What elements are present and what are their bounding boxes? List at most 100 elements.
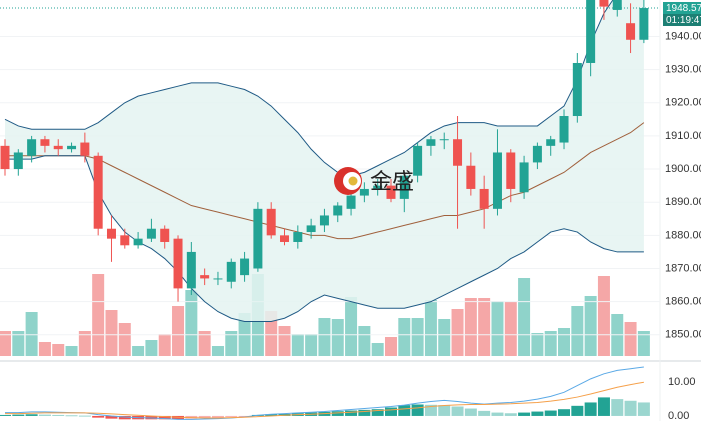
candle-body: [13, 152, 23, 170]
macd-bar: [0, 414, 11, 416]
candle-body: [80, 142, 90, 156]
volume-bar: [438, 319, 451, 356]
watermark: 金盛: [370, 169, 414, 194]
logo: 金盛: [334, 167, 414, 195]
macd-bar: [411, 404, 424, 416]
volume-bar: [345, 297, 358, 356]
macd-bar: [398, 405, 411, 416]
volume-bar: [105, 310, 118, 356]
candle-body: [27, 139, 37, 156]
volume-bar: [478, 298, 491, 356]
candle-body: [479, 188, 489, 209]
volume-bar: [278, 326, 291, 356]
y-tick-label: 1880.00: [665, 229, 701, 241]
macd-bar: [25, 414, 38, 416]
candle-body: [373, 185, 383, 189]
candle-body: [346, 195, 356, 209]
candle-body: [532, 145, 542, 163]
candle-body: [240, 258, 250, 276]
volume-bar: [172, 306, 185, 356]
candle-body: [559, 116, 569, 143]
candle-body: [40, 139, 50, 146]
candle-body: [626, 23, 636, 40]
band-line: [5, 122, 645, 240]
macd-bar: [65, 415, 78, 417]
volume-bar: [624, 322, 637, 356]
candle-body: [133, 238, 143, 246]
candle-body: [160, 228, 170, 242]
volume-bar: [118, 323, 131, 356]
macd-bar: [105, 415, 118, 419]
macd-bar: [158, 415, 171, 420]
candle-body: [319, 215, 329, 226]
macd-bar: [78, 415, 91, 417]
candle-body: [359, 188, 369, 196]
macd-bar: [624, 400, 637, 416]
candle-body: [146, 228, 156, 239]
y-tick-label: 1940.00: [665, 30, 701, 42]
candle-body: [386, 185, 396, 199]
macd-bar: [531, 411, 544, 416]
macd-bar: [265, 414, 278, 416]
volume-bar: [597, 276, 610, 356]
macd-bar: [558, 409, 571, 416]
candle-body: [586, 0, 596, 63]
volume-bar: [518, 278, 531, 356]
macd-bar: [38, 414, 51, 416]
y-tick-label: 1930.00: [665, 64, 701, 76]
volume-bar: [65, 346, 78, 356]
macd-bar: [478, 410, 491, 416]
volume-bar: [531, 333, 544, 356]
candle-body: [106, 228, 116, 239]
candle-body: [67, 145, 77, 150]
candle-body: [612, 0, 622, 10]
macd-bar: [491, 412, 504, 416]
macd-bar: [211, 415, 224, 418]
price-tag-label: 1948.57: [666, 3, 701, 14]
candle-body: [426, 139, 436, 146]
y-tick-label: 1910.00: [665, 130, 701, 142]
volume-bar: [291, 334, 304, 356]
volume-bar: [198, 331, 211, 356]
macd-bar: [571, 405, 584, 416]
volume-bar: [637, 331, 650, 356]
macd-bar: [424, 404, 437, 416]
volume-bar: [491, 301, 504, 356]
volume-bar: [185, 290, 198, 356]
volume-bar: [38, 342, 51, 356]
volume-bar: [331, 319, 344, 356]
volume-bar: [92, 274, 105, 356]
volume-bar: [398, 318, 411, 356]
macd-bar: [464, 408, 477, 416]
candle-body: [186, 251, 196, 289]
candle-body: [293, 232, 303, 242]
macd-bar: [504, 413, 517, 416]
volume-bar: [225, 331, 238, 356]
candle-body: [453, 139, 463, 166]
band-line: [4, 0, 614, 177]
candle-body: [266, 208, 276, 236]
candle-body: [572, 62, 582, 117]
macd-bar: [518, 412, 531, 416]
volume-bar: [158, 334, 171, 356]
candle-body: [173, 238, 183, 289]
y-tick-label: 0.00: [668, 410, 689, 421]
candle-body: [0, 145, 10, 170]
y-tick-label: 1900.00: [665, 163, 701, 175]
candle-body: [213, 278, 223, 280]
volume-bar: [384, 337, 397, 356]
macd-bar: [611, 399, 624, 416]
candle-body: [519, 162, 529, 193]
volume-bar: [584, 296, 597, 356]
macd-bar: [238, 415, 251, 417]
countdown-bg: [663, 14, 701, 26]
candle-body: [413, 145, 423, 176]
candle-body: [93, 155, 103, 229]
volume-bar: [25, 312, 38, 356]
volume-bar: [558, 328, 571, 356]
volume-bar: [544, 331, 557, 356]
volume-bar: [464, 298, 477, 356]
price-tag-bg: [663, 2, 701, 14]
